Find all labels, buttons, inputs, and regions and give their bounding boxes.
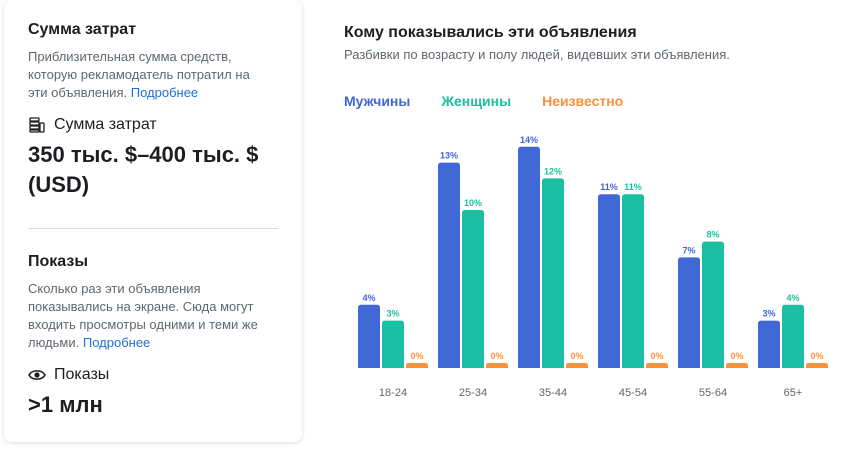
bar-men-25-34 bbox=[438, 162, 460, 368]
impressions-learn-more-link[interactable]: Подробнее bbox=[82, 335, 151, 350]
summary-card: Сумма затрат Приблизительная сумма средс… bbox=[4, 0, 302, 442]
bar-label-women-55-64: 8% bbox=[706, 230, 719, 240]
bar-label-women-65+: 4% bbox=[786, 293, 799, 303]
bar-label-unknown-25-34: 0% bbox=[490, 351, 503, 361]
age-gender-bar-chart: 4% 3% 0% 18-24 13% 10% 0% 25-34 14% 12% 0% 35-44 11%… bbox=[358, 135, 828, 399]
legend-women: Женщины bbox=[441, 93, 512, 109]
bar-unknown-18-24 bbox=[406, 363, 428, 368]
bar-label-men-25-34: 13% bbox=[440, 151, 458, 161]
bar-women-18-24 bbox=[382, 320, 404, 368]
demographics-panel: Кому показывались эти объявления Разбивк… bbox=[344, 0, 844, 453]
category-label-65+: 65+ bbox=[784, 387, 803, 399]
legend-men: Мужчины bbox=[344, 93, 411, 109]
bar-unknown-55-64 bbox=[726, 363, 748, 368]
bar-unknown-45-54 bbox=[646, 363, 668, 368]
category-label-25-34: 25-34 bbox=[459, 387, 487, 399]
impressions-description-text: Сколько раз эти объявления показывались … bbox=[28, 281, 258, 350]
chart-legend: Мужчины Женщины Неизвестно bbox=[344, 93, 654, 109]
bar-label-men-45-54: 11% bbox=[600, 182, 618, 192]
bar-men-45-54 bbox=[598, 194, 620, 368]
spend-description: Приблизительная сумма средств, которую р… bbox=[28, 48, 268, 102]
spend-learn-more-link[interactable]: Подробнее bbox=[130, 85, 199, 100]
chart-subtitle: Разбивки по возрасту и полу людей, видев… bbox=[344, 47, 730, 62]
bar-label-men-18-24: 4% bbox=[362, 293, 375, 303]
bar-unknown-65+ bbox=[806, 363, 828, 368]
bar-label-men-55-64: 7% bbox=[682, 245, 695, 255]
bar-unknown-35-44 bbox=[566, 363, 588, 368]
bar-label-unknown-65+: 0% bbox=[810, 351, 823, 361]
bar-label-unknown-35-44: 0% bbox=[570, 351, 583, 361]
bar-label-men-35-44: 14% bbox=[520, 135, 538, 145]
bar-label-women-25-34: 10% bbox=[464, 198, 482, 208]
category-label-45-54: 45-54 bbox=[619, 387, 647, 399]
impressions-value: >1 млн bbox=[28, 392, 103, 417]
bar-women-25-34 bbox=[462, 210, 484, 368]
bar-label-women-45-54: 11% bbox=[624, 182, 642, 192]
bar-label-women-18-24: 3% bbox=[386, 309, 399, 319]
section-divider bbox=[28, 228, 278, 229]
bar-women-35-44 bbox=[542, 178, 564, 368]
eye-icon bbox=[28, 366, 46, 384]
category-label-55-64: 55-64 bbox=[699, 387, 727, 399]
bar-label-men-65+: 3% bbox=[762, 309, 775, 319]
spend-value: 350 тыс. $–400 тыс. $ (USD) bbox=[28, 142, 259, 197]
legend-unknown: Неизвестно bbox=[542, 93, 624, 109]
impressions-metric-row: Показы bbox=[28, 366, 278, 384]
category-label-35-44: 35-44 bbox=[539, 387, 567, 399]
impressions-description: Сколько раз эти объявления показывались … bbox=[28, 280, 268, 352]
bar-women-45-54 bbox=[622, 194, 644, 368]
bar-men-55-64 bbox=[678, 257, 700, 368]
bar-women-55-64 bbox=[702, 241, 724, 368]
bar-men-65+ bbox=[758, 320, 780, 368]
impressions-metric-label: Показы bbox=[54, 366, 110, 383]
spend-title: Сумма затрат bbox=[28, 21, 137, 38]
bar-men-35-44 bbox=[518, 146, 540, 368]
spend-description-text: Приблизительная сумма средств, которую р… bbox=[28, 49, 250, 100]
bar-men-18-24 bbox=[358, 304, 380, 368]
bar-unknown-25-34 bbox=[486, 363, 508, 368]
bar-women-65+ bbox=[782, 304, 804, 368]
bar-label-unknown-18-24: 0% bbox=[410, 351, 423, 361]
money-stack-icon bbox=[28, 116, 46, 134]
category-label-18-24: 18-24 bbox=[379, 387, 407, 399]
spend-metric-label: Сумма затрат bbox=[54, 116, 157, 133]
bar-label-unknown-45-54: 0% bbox=[650, 351, 663, 361]
bar-label-women-35-44: 12% bbox=[544, 166, 562, 176]
chart-title: Кому показывались эти объявления bbox=[344, 24, 637, 41]
impressions-title: Показы bbox=[28, 253, 88, 270]
spend-metric-row: Сумма затрат bbox=[28, 116, 278, 134]
bar-label-unknown-55-64: 0% bbox=[730, 351, 743, 361]
